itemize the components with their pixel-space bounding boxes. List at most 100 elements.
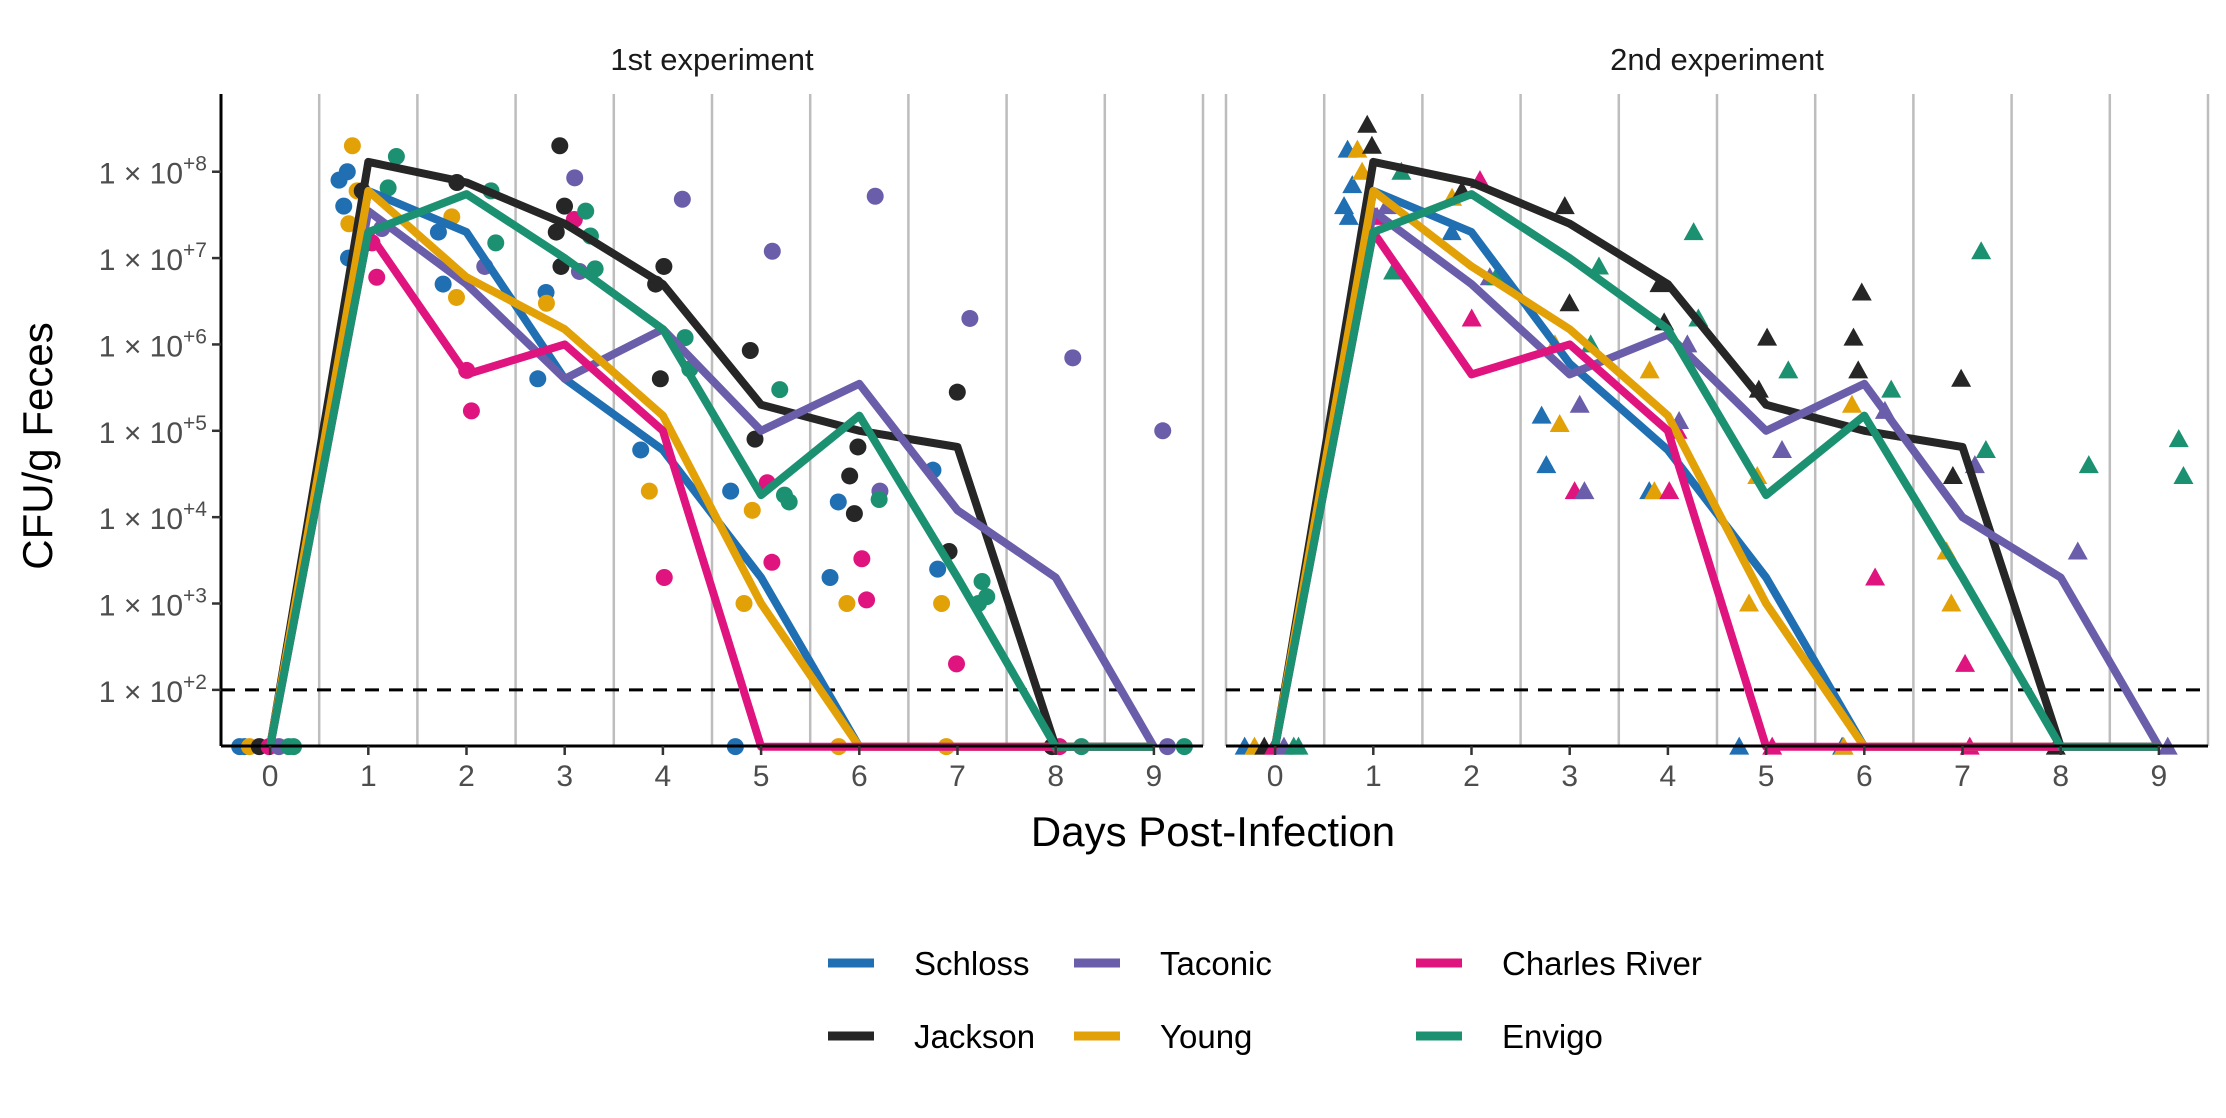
panel-2-x-tick-label: 9 bbox=[2151, 760, 2168, 793]
panel-1-x-tick-label: 3 bbox=[556, 760, 573, 793]
y-tick-label: 1 × 10+4 bbox=[99, 498, 208, 536]
panel-2-x-tick-label: 3 bbox=[1561, 760, 1578, 793]
panel-2-point-envigo bbox=[2168, 429, 2189, 448]
legend-label-charles-river: Charles River bbox=[1502, 945, 1702, 982]
panel-1-median-line-envigo bbox=[266, 190, 1154, 751]
panel-1-point-schloss bbox=[429, 223, 447, 241]
panel-1-point-young bbox=[340, 215, 358, 233]
y-tick-label: 1 × 10+3 bbox=[99, 585, 207, 623]
panel-1-point-jackson bbox=[655, 257, 673, 275]
panel-2-median-line-jackson bbox=[1271, 157, 2159, 751]
panel-1-point-charles-river bbox=[853, 550, 871, 568]
panel-2-x-tick-label: 6 bbox=[1856, 760, 1873, 793]
panel-2-point-envigo bbox=[1881, 379, 1902, 398]
panel-1-point-young bbox=[640, 482, 658, 500]
panel-2-point-jackson bbox=[1951, 368, 1972, 387]
panel-2-point-charles-river bbox=[1865, 567, 1886, 586]
panel-1-point-envigo bbox=[676, 329, 694, 347]
panel-2-x-tick-label: 7 bbox=[1954, 760, 1971, 793]
panel-2-point-young bbox=[1639, 360, 1660, 379]
panel-1-point-envigo bbox=[379, 179, 397, 197]
panel-1-point-schloss bbox=[434, 275, 452, 293]
panel-1-point-taconic bbox=[866, 187, 884, 205]
panel-2-point-jackson bbox=[1851, 282, 1872, 301]
legend: Schloss Jackson Taconic Young Charles River E… bbox=[828, 945, 1702, 1055]
panel-1-point-envigo bbox=[577, 202, 595, 220]
y-axis-title: CFU/g Feces bbox=[14, 322, 61, 569]
panel-2-point-charles-river bbox=[1461, 308, 1482, 327]
panel-1-point-young bbox=[447, 288, 465, 306]
panel-1-point-taconic bbox=[1064, 349, 1082, 367]
panel-1-x-tick-label: 8 bbox=[1047, 760, 1064, 793]
panel-1-point-jackson bbox=[741, 342, 759, 360]
panel-1-strip-title: 1st experiment bbox=[610, 42, 814, 77]
legend-label-jackson: Jackson bbox=[914, 1018, 1035, 1055]
legend-label-envigo: Envigo bbox=[1502, 1018, 1603, 1055]
panel-1-x-tick-label: 6 bbox=[851, 760, 868, 793]
panel-1-point-envigo bbox=[780, 493, 798, 511]
panel-1-point-envigo bbox=[870, 491, 888, 509]
panel-2-point-young bbox=[1941, 593, 1962, 612]
panel-1-point-jackson bbox=[849, 438, 867, 456]
panel-1-point-young bbox=[838, 595, 856, 613]
legend-label-schloss: Schloss bbox=[914, 945, 1030, 982]
panel-2-point-young bbox=[1644, 481, 1665, 500]
panel-1-point-jackson bbox=[651, 370, 669, 388]
panel-2-point-taconic bbox=[1772, 439, 1793, 458]
panel-1-x-tick-label: 2 bbox=[458, 760, 475, 793]
panel-1-point-jackson bbox=[551, 137, 569, 155]
panel-2-point-schloss bbox=[1536, 455, 1557, 474]
panel-1-point-schloss bbox=[632, 441, 650, 459]
panel-1-x-tick-label: 5 bbox=[753, 760, 770, 793]
panel-1-x-tick-label: 9 bbox=[1146, 760, 1163, 793]
panel-2-point-jackson bbox=[1361, 135, 1382, 154]
panel-1-point-young bbox=[743, 501, 761, 519]
panel-1-point-envigo bbox=[771, 381, 789, 399]
panel-1-point-young bbox=[537, 294, 555, 312]
panel-1-point-schloss bbox=[529, 370, 547, 388]
panel-1-point-envigo bbox=[973, 572, 991, 590]
data-layer bbox=[231, 114, 2194, 756]
panel-1-point-envigo bbox=[487, 234, 505, 252]
panel-2-point-jackson bbox=[1757, 327, 1778, 346]
panel-2-point-charles-river bbox=[1659, 481, 1680, 500]
panel-2-point-envigo bbox=[1683, 222, 1704, 241]
y-tick-label: 1 × 10+5 bbox=[99, 412, 207, 450]
panel-1-point-young bbox=[735, 595, 753, 613]
panel-2-point-envigo bbox=[1588, 256, 1609, 275]
panel-1-point-jackson bbox=[845, 505, 863, 523]
panel-2-point-young bbox=[1549, 413, 1570, 432]
panel-2-point-envigo bbox=[1778, 360, 1799, 379]
panel-2-point-envigo bbox=[1971, 241, 1992, 260]
panel-2-point-jackson bbox=[1843, 327, 1864, 346]
panel-2-x-tick-label: 1 bbox=[1365, 760, 1382, 793]
panel-2-point-jackson bbox=[1942, 465, 1963, 484]
panel-1-x-tick-label: 1 bbox=[360, 760, 377, 793]
panel-2-point-envigo bbox=[2173, 465, 2194, 484]
panel-1-median-line-jackson bbox=[266, 157, 1154, 751]
panel-2-point-taconic bbox=[2067, 541, 2088, 560]
panel-2-strip-title: 2nd experiment bbox=[1610, 42, 1824, 77]
panel-2-point-envigo bbox=[1975, 439, 1996, 458]
panel-1-x-tick-label: 4 bbox=[655, 760, 672, 793]
panel-2-median-line-taconic bbox=[1271, 207, 2163, 749]
y-tick-label: 1 × 10+8 bbox=[99, 153, 207, 191]
panel-2-x-tick-label: 2 bbox=[1463, 760, 1480, 793]
panel-1-point-taconic bbox=[763, 242, 781, 260]
panel-1-point-taconic bbox=[961, 309, 979, 327]
panel-1-point-charles-river bbox=[763, 553, 781, 571]
panel-2-x-tick-label: 4 bbox=[1660, 760, 1677, 793]
panel-1-point-schloss bbox=[722, 482, 740, 500]
panel-2-point-taconic bbox=[1569, 394, 1590, 413]
panel-1-point-charles-river bbox=[462, 402, 480, 420]
panel-1-point-young bbox=[933, 595, 951, 613]
panel-2-point-envigo bbox=[2078, 455, 2099, 474]
panel-2-point-charles-river bbox=[1955, 653, 1976, 672]
panel-1-point-charles-river bbox=[858, 591, 876, 609]
panel-1-point-jackson bbox=[841, 467, 859, 485]
panel-2-point-jackson bbox=[1554, 196, 1575, 215]
panel-2-point-jackson bbox=[1559, 293, 1580, 312]
x-axis-title: Days Post-Infection bbox=[1031, 808, 1395, 855]
panel-2-point-jackson bbox=[1848, 360, 1869, 379]
